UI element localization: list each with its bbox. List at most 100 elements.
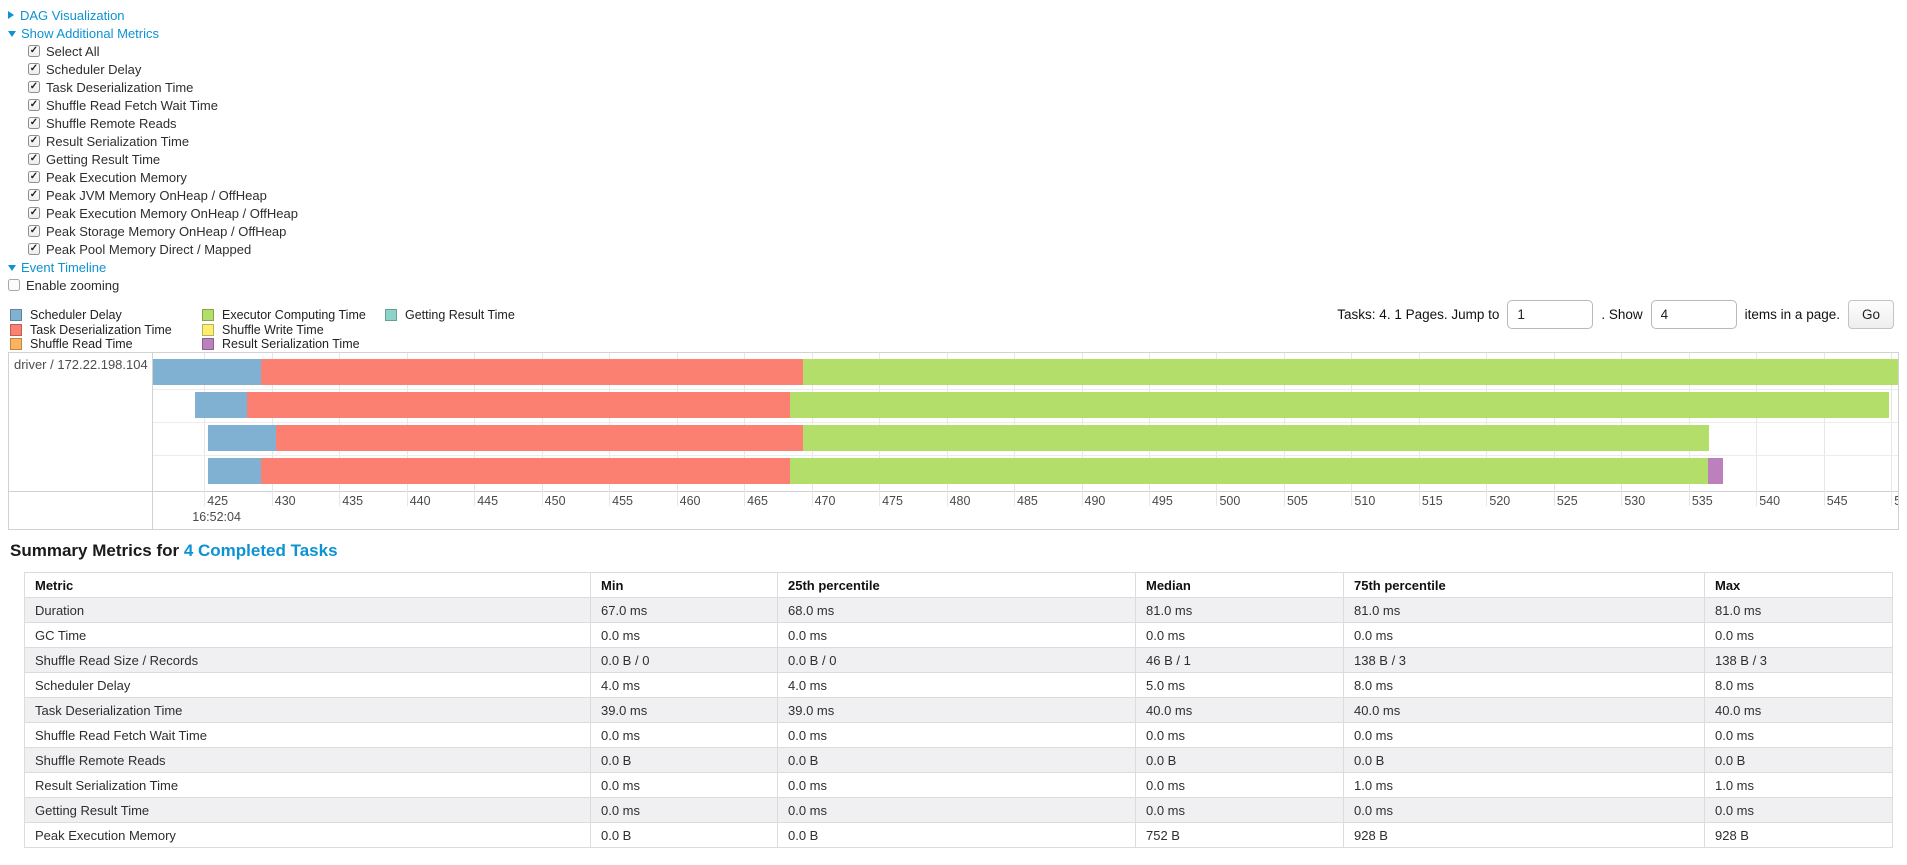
legend-swatch-shuffle-read-time xyxy=(10,338,22,351)
timeline-major-time-label: 16:52:04 xyxy=(192,510,241,524)
summary-table-row: Shuffle Read Size / Records 0.0 B / 0 0.0 … xyxy=(24,647,1893,673)
timeline-gridline xyxy=(1891,353,1893,506)
expanded-arrow-icon xyxy=(8,265,16,271)
metric-checkbox[interactable]: ✓ xyxy=(28,135,40,147)
metric-checkbox[interactable]: ✓ xyxy=(28,63,40,75)
dag-visualization-toggle[interactable]: DAG Visualization xyxy=(8,6,298,24)
summary-table-cell: 0.0 ms xyxy=(1135,722,1344,748)
timeline-tick-label: 540 xyxy=(1759,494,1781,508)
summary-table-cell: 0.0 B xyxy=(777,747,1136,773)
show-additional-metrics-toggle[interactable]: Show Additional Metrics xyxy=(8,24,298,42)
timeline-plot: 425 430 435 440 445 450 455 460 465 470 475 480 485 4… xyxy=(153,353,1898,529)
task-bar-segment-executor-computing-time[interactable] xyxy=(789,458,1708,484)
show-additional-metrics-label: Show Additional Metrics xyxy=(21,25,160,41)
summary-column-header: 25th percentile xyxy=(777,572,1136,598)
legend-swatch-result-serialization-time xyxy=(202,338,214,351)
legend-label: Task Deserialization Time xyxy=(30,322,172,337)
summary-table-row: Result Serialization Time 0.0 ms 0.0 ms 0.0… xyxy=(24,772,1893,798)
executor-group-label: driver / 172.22.198.104 xyxy=(14,357,148,372)
completed-tasks-link[interactable]: 4 Completed Tasks xyxy=(183,541,338,560)
metric-checkbox[interactable]: ✓ xyxy=(28,207,40,219)
metric-checkbox[interactable]: ✓ xyxy=(28,171,40,183)
jump-to-page-input[interactable] xyxy=(1507,299,1594,329)
timeline-tick-label: 490 xyxy=(1084,494,1106,508)
summary-table-row: Peak Execution Memory 0.0 B 0.0 B 752 B 928 … xyxy=(24,822,1893,848)
summary-table-cell: 0.0 ms xyxy=(777,722,1136,748)
summary-table-cell: 138 B / 3 xyxy=(1343,647,1705,673)
task-bar-segment-scheduler-delay[interactable] xyxy=(208,425,276,451)
summary-table-cell: 0.0 ms xyxy=(590,722,778,748)
summary-table-cell: 40.0 ms xyxy=(1135,697,1344,723)
metric-checkbox[interactable]: ✓ xyxy=(28,189,40,201)
enable-zooming-checkbox[interactable] xyxy=(8,279,20,291)
metric-checkbox[interactable]: ✓ xyxy=(28,117,40,129)
summary-column-header: Median xyxy=(1135,572,1344,598)
go-button[interactable]: Go xyxy=(1847,299,1894,329)
timeline-row-separator xyxy=(153,421,1898,423)
legend-label: Executor Computing Time xyxy=(222,308,366,323)
summary-table-cell: 81.0 ms xyxy=(1704,597,1893,623)
metric-checkbox[interactable]: ✓ xyxy=(28,243,40,255)
task-bar-segment-task-deserialization-time[interactable] xyxy=(275,425,804,451)
summary-table-cell: 40.0 ms xyxy=(1704,697,1893,723)
timeline-gridline xyxy=(1756,353,1758,506)
metric-checkbox[interactable]: ✓ xyxy=(28,45,40,57)
summary-table-cell: 0.0 B xyxy=(1135,747,1344,773)
summary-table-cell: 0.0 ms xyxy=(1135,622,1344,648)
summary-table-cell: 0.0 ms xyxy=(1343,797,1705,823)
summary-metrics-title: Summary Metrics for 4 Completed Tasks xyxy=(10,541,338,561)
metric-checkbox[interactable]: ✓ xyxy=(28,153,40,165)
task-bar-segment-result-serialization-time[interactable] xyxy=(1707,458,1723,484)
timeline-tick-label: 460 xyxy=(679,494,701,508)
metric-checkbox-row: ✓ Result Serialization Time xyxy=(8,132,298,150)
timeline-tick-label: 465 xyxy=(747,494,768,508)
timeline-tick-label: 545 xyxy=(1826,494,1848,508)
metric-checkbox[interactable]: ✓ xyxy=(28,99,40,111)
timeline-row-separator xyxy=(153,388,1898,390)
metric-checkbox-label: Shuffle Read Fetch Wait Time xyxy=(46,97,218,113)
metric-checkbox[interactable]: ✓ xyxy=(28,81,40,93)
task-pagination: Tasks: 4. 1 Pages. Jump to . Show items … xyxy=(1337,298,1894,330)
summary-table-row: Duration 67.0 ms 68.0 ms 81.0 ms 81.0 ms 81.0… xyxy=(24,597,1893,623)
task-bar-segment-scheduler-delay[interactable] xyxy=(153,359,261,385)
items-per-page-input[interactable] xyxy=(1650,299,1737,329)
timeline-tick-label: 505 xyxy=(1286,494,1308,508)
summary-table-cell: 81.0 ms xyxy=(1343,597,1705,623)
timeline-tick-label: 440 xyxy=(409,494,431,508)
legend-swatch-scheduler-delay xyxy=(10,309,22,322)
timeline-tick-label: 470 xyxy=(814,494,836,508)
task-bar-segment-scheduler-delay[interactable] xyxy=(208,458,261,484)
event-timeline-toggle[interactable]: Event Timeline xyxy=(8,258,298,276)
timeline-row-separator xyxy=(153,454,1898,456)
summary-table-cell: 0.0 ms xyxy=(1343,622,1705,648)
summary-table-cell: 81.0 ms xyxy=(1135,597,1344,623)
stage-controls: DAG Visualization Show Additional Metric… xyxy=(8,6,298,294)
task-bar-segment-task-deserialization-time[interactable] xyxy=(260,359,804,385)
timeline-tick-label: 525 xyxy=(1556,494,1578,508)
pagination-show-text: . Show xyxy=(1601,306,1643,322)
summary-table-cell: 1.0 ms xyxy=(1343,772,1705,798)
summary-table-cell: 4.0 ms xyxy=(590,672,778,698)
task-bar-segment-executor-computing-time[interactable] xyxy=(789,392,1889,418)
metric-checkbox-row: ✓ Shuffle Remote Reads xyxy=(8,114,298,132)
task-bar-segment-executor-computing-time[interactable] xyxy=(803,425,1710,451)
summary-table-cell: Shuffle Read Size / Records xyxy=(24,647,591,673)
dag-visualization-label: DAG Visualization xyxy=(20,7,125,23)
task-bar-segment-task-deserialization-time[interactable] xyxy=(247,392,790,418)
summary-title-text: Summary Metrics for xyxy=(10,541,184,560)
timeline-tick-label: 530 xyxy=(1624,494,1646,508)
task-bar-segment-task-deserialization-time[interactable] xyxy=(260,458,790,484)
summary-table-cell: 0.0 ms xyxy=(777,772,1136,798)
summary-metrics-table: Metric Min 25th percentile Median 75th perce… xyxy=(24,572,1893,848)
timeline-legend: Scheduler Delay Task Deserialization Time… xyxy=(10,308,515,352)
summary-table-cell: 0.0 ms xyxy=(1135,797,1344,823)
metric-checkbox[interactable]: ✓ xyxy=(28,225,40,237)
task-bar-segment-executor-computing-time[interactable] xyxy=(803,359,1898,385)
timeline-tick-label: 430 xyxy=(274,494,296,508)
legend-item: Getting Result Time xyxy=(385,308,515,323)
summary-table-row: Shuffle Read Fetch Wait Time 0.0 ms 0.0 ms… xyxy=(24,722,1893,748)
task-bar-segment-scheduler-delay[interactable] xyxy=(194,392,248,418)
metric-checkbox-list: ✓ Select All ✓ Scheduler Delay ✓ Task Deseria… xyxy=(8,42,298,258)
summary-table-header-row: Metric Min 25th percentile Median 75th perce… xyxy=(24,572,1893,598)
legend-label: Shuffle Write Time xyxy=(222,322,324,337)
